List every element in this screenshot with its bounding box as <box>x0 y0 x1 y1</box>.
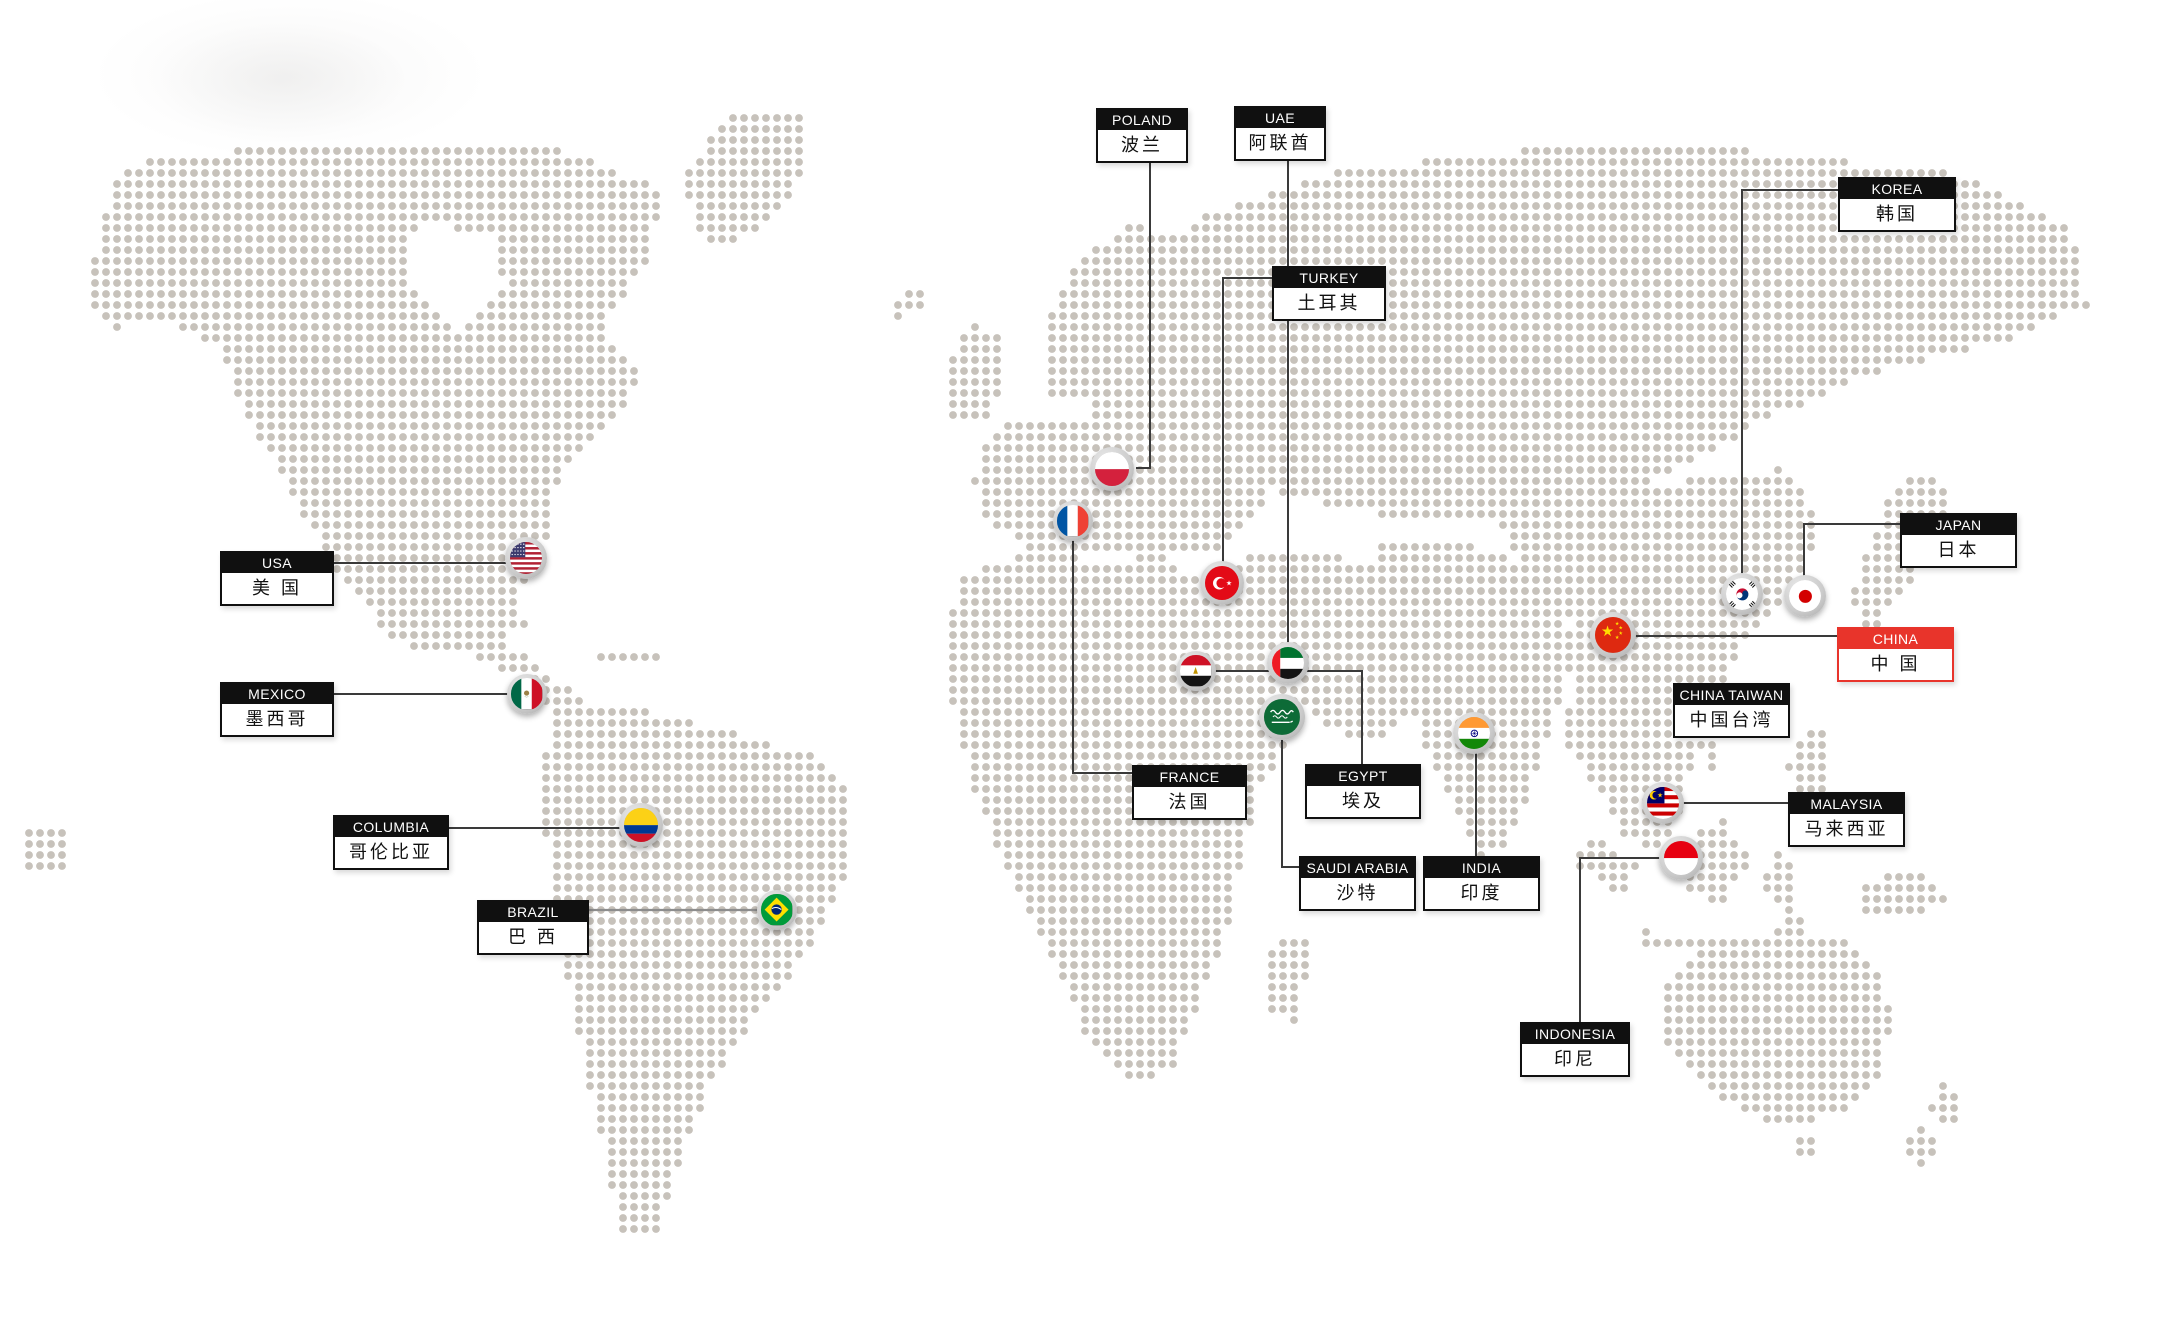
pin-brazil <box>757 890 797 930</box>
turkey-flag-icon <box>1204 565 1240 601</box>
connector-poland <box>1136 162 1151 469</box>
country-name-zh: 沙特 <box>1301 878 1414 909</box>
country-label-turkey: TURKEY 土耳其 <box>1272 266 1386 321</box>
malaysia-flag-icon <box>1646 786 1680 820</box>
pin-indonesia <box>1659 836 1703 880</box>
brazil-flag-icon <box>761 894 793 926</box>
connector-japan <box>1803 523 1900 577</box>
country-name-en: TURKEY <box>1274 268 1384 288</box>
poland-flag-icon <box>1094 451 1130 487</box>
pin-saudi-arabia <box>1259 694 1305 740</box>
country-label-egypt: EGYPT 埃及 <box>1305 764 1421 819</box>
background-smudge <box>150 20 410 140</box>
country-name-zh: 巴 西 <box>479 922 587 953</box>
country-name-en: COLUMBIA <box>335 817 447 837</box>
country-name-zh: 波兰 <box>1098 130 1186 161</box>
country-name-zh: 中国台湾 <box>1675 705 1788 736</box>
country-label-malaysia: MALAYSIA 马来西亚 <box>1788 792 1905 847</box>
connector-egypt <box>1214 670 1363 764</box>
country-label-saudi-arabia: SAUDI ARABIA 沙特 <box>1299 856 1416 911</box>
pin-columbia <box>619 803 663 847</box>
country-name-zh: 中 国 <box>1839 649 1952 680</box>
country-label-uae: UAE 阿联酋 <box>1234 106 1326 161</box>
connector-lines <box>330 160 1900 1022</box>
pin-usa <box>505 537 547 579</box>
country-name-zh: 韩国 <box>1840 199 1954 230</box>
country-name-en: INDIA <box>1425 858 1538 878</box>
pin-china <box>1590 612 1636 658</box>
china-flag-icon <box>1595 617 1631 653</box>
indonesia-flag-icon <box>1663 840 1699 876</box>
connector-france <box>1072 539 1132 774</box>
country-label-japan: JAPAN 日本 <box>1900 513 2017 568</box>
pin-mexico <box>507 674 547 714</box>
columbia-flag-icon <box>623 807 659 843</box>
country-label-indonesia: INDONESIA 印尼 <box>1520 1022 1630 1077</box>
country-name-zh: 美 国 <box>222 573 332 604</box>
country-label-brazil: BRAZIL 巴 西 <box>477 900 589 955</box>
connector-indonesia <box>1579 857 1661 1022</box>
egypt-flag-icon <box>1180 655 1212 687</box>
connector-turkey <box>1222 277 1272 563</box>
pin-turkey <box>1200 561 1244 605</box>
country-name-en: EGYPT <box>1307 766 1419 786</box>
country-name-zh: 阿联酋 <box>1236 128 1324 159</box>
korea-flag-icon <box>1725 577 1759 611</box>
country-name-en: INDONESIA <box>1522 1024 1628 1044</box>
country-name-zh: 埃及 <box>1307 786 1419 817</box>
country-name-zh: 马来西亚 <box>1790 814 1903 845</box>
country-name-en: KOREA <box>1840 179 1954 199</box>
map-dots <box>25 114 2090 1233</box>
pin-japan <box>1784 575 1826 617</box>
country-name-en: BRAZIL <box>479 902 587 922</box>
country-label-columbia: COLUMBIA 哥伦比亚 <box>333 815 449 870</box>
background-smudge <box>90 0 490 160</box>
country-name-zh: 印度 <box>1425 878 1538 909</box>
pin-korea <box>1721 573 1763 615</box>
country-name-zh: 土耳其 <box>1274 288 1384 319</box>
country-name-zh: 印尼 <box>1522 1044 1628 1075</box>
country-name-zh: 哥伦比亚 <box>335 837 447 868</box>
japan-flag-icon <box>1788 579 1822 613</box>
country-name-zh: 日本 <box>1902 535 2015 566</box>
india-flag-icon <box>1457 716 1491 750</box>
country-label-china-taiwan: CHINA TAIWAN 中国台湾 <box>1673 683 1790 738</box>
pin-france <box>1053 501 1093 541</box>
country-name-en: USA <box>222 553 332 573</box>
pin-egypt <box>1176 651 1216 691</box>
country-label-mexico: MEXICO 墨西哥 <box>220 682 334 737</box>
country-label-korea: KOREA 韩国 <box>1838 177 1956 232</box>
pin-uae <box>1267 642 1309 684</box>
country-name-en: JAPAN <box>1902 515 2015 535</box>
france-flag-icon <box>1057 505 1089 537</box>
mexico-flag-icon <box>511 678 543 710</box>
country-label-poland: POLAND 波兰 <box>1096 108 1188 163</box>
country-name-en: FRANCE <box>1134 767 1245 787</box>
saudi-arabia-flag-icon <box>1264 699 1300 735</box>
country-name-zh: 墨西哥 <box>222 704 332 735</box>
connector-korea <box>1741 189 1838 575</box>
country-name-en: CHINA <box>1839 629 1952 649</box>
usa-flag-icon <box>509 541 543 575</box>
pin-poland <box>1090 447 1134 491</box>
country-name-en: SAUDI ARABIA <box>1301 858 1414 878</box>
pin-india <box>1453 712 1495 754</box>
country-label-usa: USA 美 国 <box>220 551 334 606</box>
country-name-en: POLAND <box>1098 110 1186 130</box>
country-name-en: CHINA TAIWAN <box>1675 685 1788 705</box>
uae-flag-icon <box>1271 646 1305 680</box>
country-label-france: FRANCE 法国 <box>1132 765 1247 820</box>
connector-saudi-arabia <box>1281 738 1299 868</box>
country-name-en: MALAYSIA <box>1790 794 1903 814</box>
country-label-china: CHINA 中 国 <box>1837 627 1954 682</box>
pin-malaysia <box>1642 782 1684 824</box>
country-name-zh: 法国 <box>1134 787 1245 818</box>
country-label-india: INDIA 印度 <box>1423 856 1540 911</box>
country-name-en: UAE <box>1236 108 1324 128</box>
country-name-en: MEXICO <box>222 684 332 704</box>
